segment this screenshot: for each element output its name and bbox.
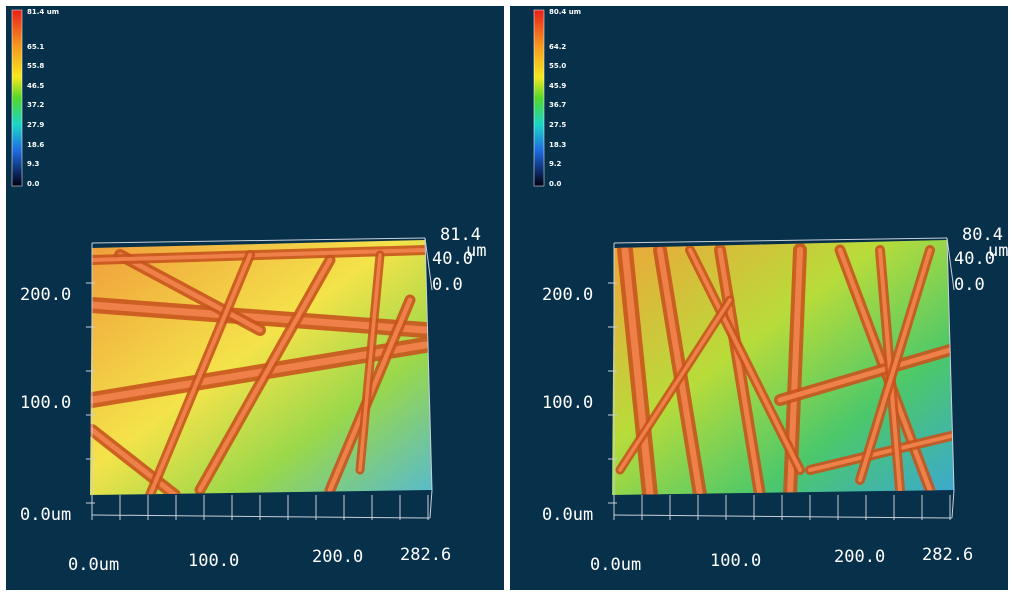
colorbar-label: 0.0 xyxy=(549,180,562,188)
z-tick-label: 0.0 xyxy=(432,275,463,295)
colorbar-label: 37.2 xyxy=(27,101,44,109)
colorbar-label: 81.4 um xyxy=(27,8,59,16)
colorbar-label: 64.2 xyxy=(549,43,566,51)
y-tick-label: 0.0um xyxy=(542,505,593,525)
y-tick-label: 0.0um xyxy=(20,505,71,525)
viewer: 81.4 um65.155.846.537.227.918.69.30.081.… xyxy=(0,0,1012,592)
z-tick-label: 40.0 xyxy=(954,249,995,269)
y-tick-label: 200.0 xyxy=(542,285,593,305)
x-tick-label: 0.0um xyxy=(68,555,119,575)
z-tick-label: 40.0 xyxy=(432,249,473,269)
colorbar xyxy=(534,10,544,186)
surface xyxy=(85,235,440,500)
y-tick-label: 200.0 xyxy=(20,285,71,305)
colorbar-label: 80.4 um xyxy=(549,8,581,16)
x-tick-label: 282.6 xyxy=(922,545,973,565)
colorbar-label: 65.1 xyxy=(27,43,44,51)
y-tick-label: 100.0 xyxy=(542,393,593,413)
colorbar-label: 0.0 xyxy=(27,180,40,188)
colorbar xyxy=(12,10,22,186)
colorbar-label: 18.6 xyxy=(27,141,44,149)
colorbar-label: 9.2 xyxy=(549,160,562,168)
colorbar-label: 46.5 xyxy=(27,82,44,90)
x-tick-label: 100.0 xyxy=(188,551,239,571)
x-tick-label: 200.0 xyxy=(834,547,885,567)
colorbar-label: 27.9 xyxy=(27,121,44,129)
colorbar-label: 55.8 xyxy=(27,62,44,70)
colorbar-label: 27.5 xyxy=(549,121,566,129)
z-tick-label: 0.0 xyxy=(954,275,985,295)
y-tick-label: 100.0 xyxy=(20,393,71,413)
colorbar-label: 45.9 xyxy=(549,82,566,90)
x-tick-label: 282.6 xyxy=(400,545,451,565)
colorbar-label: 36.7 xyxy=(549,101,566,109)
colorbar-label: 9.3 xyxy=(27,160,40,168)
x-tick-label: 100.0 xyxy=(710,551,761,571)
x-tick-label: 0.0um xyxy=(590,555,641,575)
surface xyxy=(607,235,962,500)
colorbar-label: 55.0 xyxy=(549,62,566,70)
x-tick-label: 200.0 xyxy=(312,547,363,567)
colorbar-label: 18.3 xyxy=(549,141,566,149)
